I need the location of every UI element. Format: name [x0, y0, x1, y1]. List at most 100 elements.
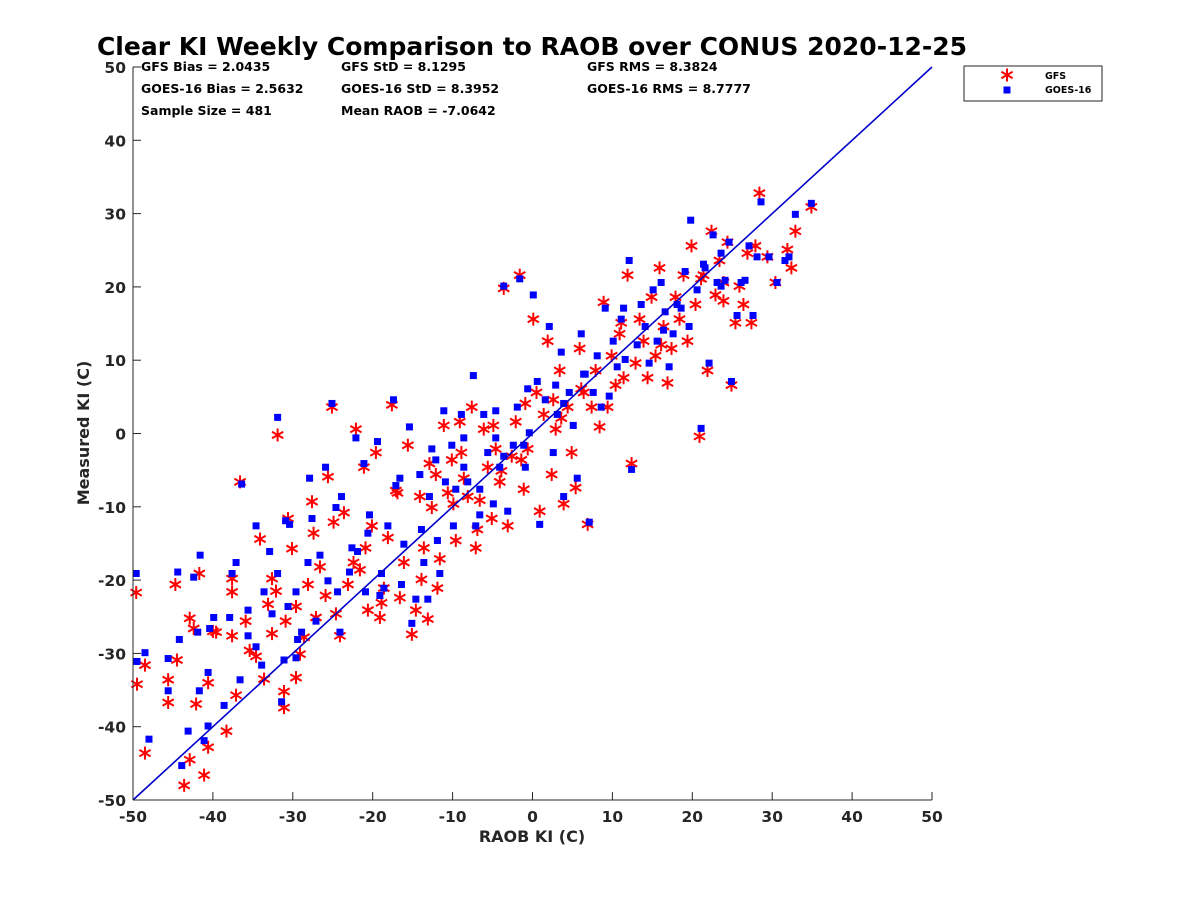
points-layer: [130, 186, 818, 792]
gfs-point: [569, 481, 582, 495]
y-tick-label: 40: [104, 132, 126, 150]
x-tick-label: 40: [841, 808, 863, 826]
legend-label-goes: GOES-16: [1045, 85, 1092, 96]
gfs-point: [633, 312, 646, 326]
goes-point: [773, 279, 781, 286]
gfs-point: [621, 268, 634, 282]
gfs-point: [541, 334, 554, 348]
gfs-point: [501, 519, 514, 533]
x-tick-label: 50: [921, 808, 943, 826]
gfs-point: [553, 363, 566, 377]
goes-point: [469, 372, 477, 380]
goes-point: [424, 595, 432, 603]
gfs-point: [277, 685, 291, 699]
goes-point: [425, 493, 433, 501]
goes-point: [472, 522, 480, 530]
gfs-point: [449, 534, 462, 548]
goes-point: [669, 330, 677, 338]
goes-point: [396, 474, 404, 482]
gfs-point: [327, 515, 340, 529]
goes-point: [380, 584, 388, 592]
goes-point: [452, 485, 460, 493]
goes-point: [440, 407, 448, 415]
gfs-point: [530, 385, 543, 399]
x-tick-label: 10: [602, 808, 624, 826]
gfs-point: [533, 504, 546, 518]
gfs-point: [445, 453, 458, 467]
goes-point: [436, 570, 444, 577]
goes-point: [206, 624, 214, 632]
goes-point: [791, 210, 799, 218]
stat-gfs-std: GFS StD = 8.1295: [341, 59, 466, 74]
gfs-point: [197, 768, 211, 782]
goes-point: [258, 661, 266, 669]
gfs-point: [253, 532, 267, 546]
gfs-point: [441, 486, 454, 500]
goes-point: [384, 522, 392, 530]
goes-point: [312, 617, 320, 625]
x-tick-label: -20: [359, 808, 387, 826]
goes-point: [500, 282, 508, 290]
gfs-point: [425, 501, 438, 515]
legend: GFS GOES-16: [963, 65, 1103, 102]
goes-point: [573, 474, 581, 482]
goes-point: [260, 588, 268, 596]
x-tick-label: -40: [199, 808, 227, 826]
goes-point: [175, 635, 183, 643]
gfs-point: [493, 475, 506, 489]
gfs-point: [685, 239, 698, 253]
goes-point: [433, 537, 441, 545]
goes-point: [613, 363, 621, 371]
goes-point: [673, 300, 681, 308]
y-tick-label: 0: [115, 426, 126, 444]
goes-point: [204, 722, 212, 730]
goes-point: [687, 216, 695, 224]
goes-point: [693, 286, 701, 294]
goes-point: [717, 249, 725, 257]
goes-point: [145, 735, 153, 743]
gfs-point: [239, 614, 252, 628]
goes-point: [244, 632, 252, 640]
gfs-point: [431, 581, 444, 595]
goes-point: [282, 517, 290, 525]
goes-point: [733, 311, 741, 319]
gfs-point: [509, 415, 522, 429]
goes-point: [633, 341, 641, 349]
gfs-point: [789, 224, 802, 238]
goes-point: [268, 610, 276, 618]
gfs-point: [393, 591, 406, 605]
gfs-point: [629, 356, 642, 370]
gfs-point: [527, 312, 540, 326]
goes-point: [292, 654, 300, 662]
goes-point: [316, 551, 324, 559]
y-tick-label: -10: [98, 499, 126, 517]
stat-goes-std: GOES-16 StD = 8.3952: [341, 81, 499, 96]
goes-point: [132, 570, 140, 577]
y-axis-label: Measured KI (C): [74, 361, 93, 506]
gfs-point: [319, 588, 332, 602]
gfs-point: [381, 531, 395, 545]
gfs-point: [138, 658, 152, 672]
goes-point: [665, 363, 673, 371]
goes-point: [480, 410, 488, 418]
x-tick-label: -30: [279, 808, 307, 826]
gfs-point: [489, 442, 502, 456]
gfs-point: [689, 297, 702, 311]
gfs-point: [753, 186, 766, 200]
gfs-point: [409, 603, 422, 617]
gfs-point: [285, 542, 299, 556]
goes-point: [457, 410, 465, 418]
goes-point: [194, 628, 202, 636]
goes-point: [621, 355, 629, 363]
gfs-point: [225, 585, 239, 599]
goes-point: [397, 581, 405, 588]
gfs-point: [465, 400, 478, 414]
y-axis-ticks: -50 -40 -30 -20 -10 0 10 20 30 40 50: [98, 59, 141, 810]
goes-point: [195, 687, 203, 695]
goes-point: [677, 304, 685, 312]
goes-point: [284, 602, 292, 610]
gfs-point: [201, 676, 215, 690]
gfs-point: [138, 746, 152, 760]
stat-sample-size: Sample Size = 481: [141, 103, 272, 118]
